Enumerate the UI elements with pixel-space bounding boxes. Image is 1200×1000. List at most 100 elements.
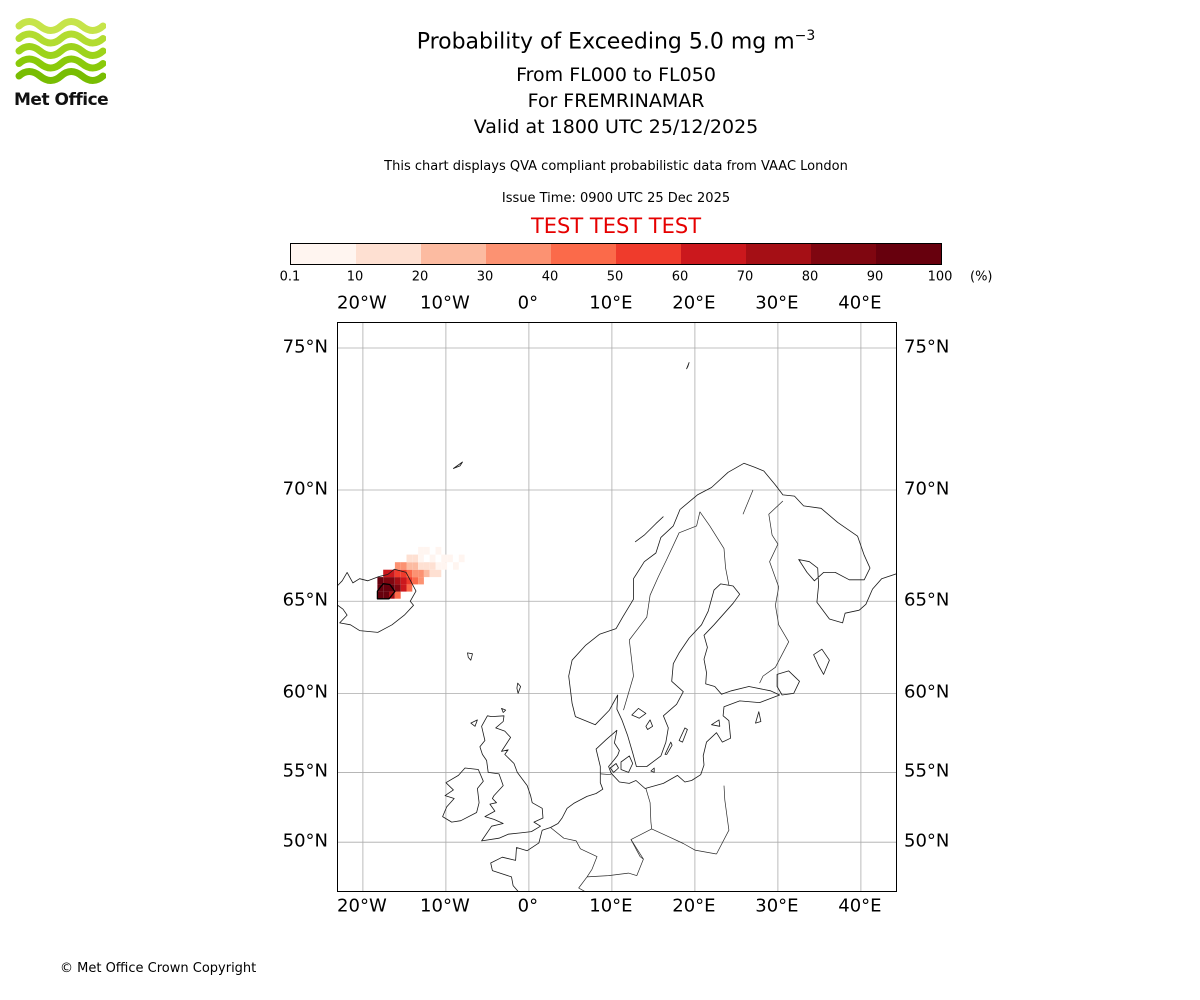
ash-probability-cell: [423, 562, 430, 570]
longitude-label: 0°: [517, 292, 539, 314]
ash-probability-cell: [418, 554, 424, 563]
valid-time-line: Valid at 1800 UTC 25/12/2025: [473, 116, 759, 138]
coastline-sjaelland: [620, 755, 634, 773]
ash-probability-cell: [400, 569, 407, 578]
coastline-faroe-islands: [467, 652, 473, 661]
coastline-oland: [664, 741, 673, 755]
ash-probability-cell: [394, 584, 401, 592]
coastline-gotland: [678, 727, 688, 743]
latitude-label: 75°N: [282, 336, 328, 358]
coastline-great-britain: [479, 715, 544, 842]
ash-probability-cell: [447, 554, 453, 563]
ash-probability-cell: [458, 554, 465, 563]
issue-time: Issue Time: 0900 UTC 25 Dec 2025: [501, 191, 731, 206]
border-poland-east: [716, 785, 730, 855]
latitude-label: 60°N: [282, 681, 328, 703]
colorbar-segment: [551, 244, 616, 264]
latitude-label: 65°N: [904, 589, 950, 611]
latitude-label: 70°N: [282, 478, 328, 500]
colorbar-segment: [356, 244, 421, 264]
latitude-label: 55°N: [904, 760, 950, 782]
ash-probability-cell: [441, 562, 448, 570]
border-finland-russia: [759, 500, 790, 684]
colorbar-segment: [746, 244, 811, 264]
ash-probability-cell: [441, 554, 448, 563]
ash-probability-cell: [418, 569, 424, 578]
longitude-label: 20°E: [672, 292, 716, 314]
colorbar-tick-label: 50: [606, 269, 624, 285]
map-frame: [336, 322, 898, 893]
coastline-lake-onega: [813, 648, 830, 675]
ash-probability-cell: [435, 569, 442, 578]
probability-colorbar: [290, 243, 942, 265]
ash-probability-cell: [418, 562, 424, 570]
colorbar-segment: [681, 244, 746, 264]
met-office-logo-icon: [15, 18, 107, 84]
coastline-jan-mayen: [453, 461, 463, 469]
colorbar-tick-label: 100: [927, 269, 953, 285]
longitude-label: 10°W: [420, 895, 470, 917]
coastline-lofoten: [634, 516, 664, 543]
ash-probability-cell: [400, 584, 407, 592]
longitude-label: 40°E: [838, 292, 882, 314]
colorbar-segment: [486, 244, 551, 264]
colorbar-tick-label: 40: [541, 269, 559, 285]
test-banner: TEST TEST TEST: [530, 214, 702, 238]
coastline-bear-island: [686, 362, 690, 370]
contour-100pct: [376, 583, 396, 600]
ash-probability-cell: [400, 577, 407, 585]
ash-probability-cell: [406, 562, 413, 570]
colorbar-segment: [616, 244, 681, 264]
ash-probability-cell: [394, 562, 401, 570]
ash-probability-cell: [383, 569, 389, 578]
border-norway-sweden: [623, 511, 701, 711]
met-office-logo-text: Met Office: [14, 90, 109, 110]
longitude-label: 0°: [517, 895, 539, 917]
border-norway-finland: [742, 489, 754, 515]
coastline-saaremaa: [711, 719, 721, 727]
ash-probability-cell: [453, 562, 459, 570]
longitude-label: 10°E: [589, 292, 633, 314]
latitude-label: 75°N: [904, 336, 950, 358]
longitude-label: 30°E: [755, 895, 799, 917]
latitude-label: 60°N: [904, 681, 950, 703]
latitude-label: 65°N: [282, 589, 328, 611]
qva-note: This chart displays QVA compliant probab…: [384, 159, 848, 174]
latitude-label: 50°N: [904, 830, 950, 852]
ash-probability-cell: [429, 554, 436, 563]
ash-probability-cell: [435, 562, 442, 570]
border-denmark-germany: [600, 773, 612, 776]
flight-levels-line: From FL000 to FL050: [516, 64, 716, 86]
copyright-text: © Met Office Crown Copyright: [60, 961, 257, 976]
longitude-label: 20°E: [672, 895, 716, 917]
ash-probability-cell: [412, 577, 419, 585]
colorbar-segment: [421, 244, 486, 264]
ash-probability-cell: [412, 554, 419, 563]
border-france-germany: [550, 827, 598, 893]
ash-probability-cell: [406, 554, 413, 563]
ash-probability-cell: [429, 569, 436, 578]
border-germany-poland: [645, 788, 653, 829]
coastline-orkney: [501, 708, 507, 713]
colorbar-segment: [811, 244, 876, 264]
longitude-label: 10°E: [589, 895, 633, 917]
ash-probability-cell: [383, 584, 389, 592]
map-svg: [336, 323, 898, 893]
page-title-exponent: −3: [794, 28, 816, 44]
coastline-ireland: [442, 767, 484, 823]
border-germany-czech: [630, 839, 644, 860]
colorbar-tick-label: 60: [671, 269, 689, 285]
latitude-label: 55°N: [282, 760, 328, 782]
coastline-lake-vanern: [631, 708, 647, 719]
ash-probability-cell: [423, 546, 430, 555]
colorbar-tick-label: 70: [736, 269, 754, 285]
longitude-label: 20°W: [337, 895, 387, 917]
longitude-label: 20°W: [337, 292, 387, 314]
colorbar-tick-label: 80: [801, 269, 819, 285]
ash-probability-cell: [412, 569, 419, 578]
colorbar-tick-label: 20: [411, 269, 429, 285]
ash-probability-cell: [406, 569, 413, 578]
border-alps-czech: [586, 828, 717, 878]
page-title-text: Probability of Exceeding 5.0 mg m: [416, 29, 795, 55]
